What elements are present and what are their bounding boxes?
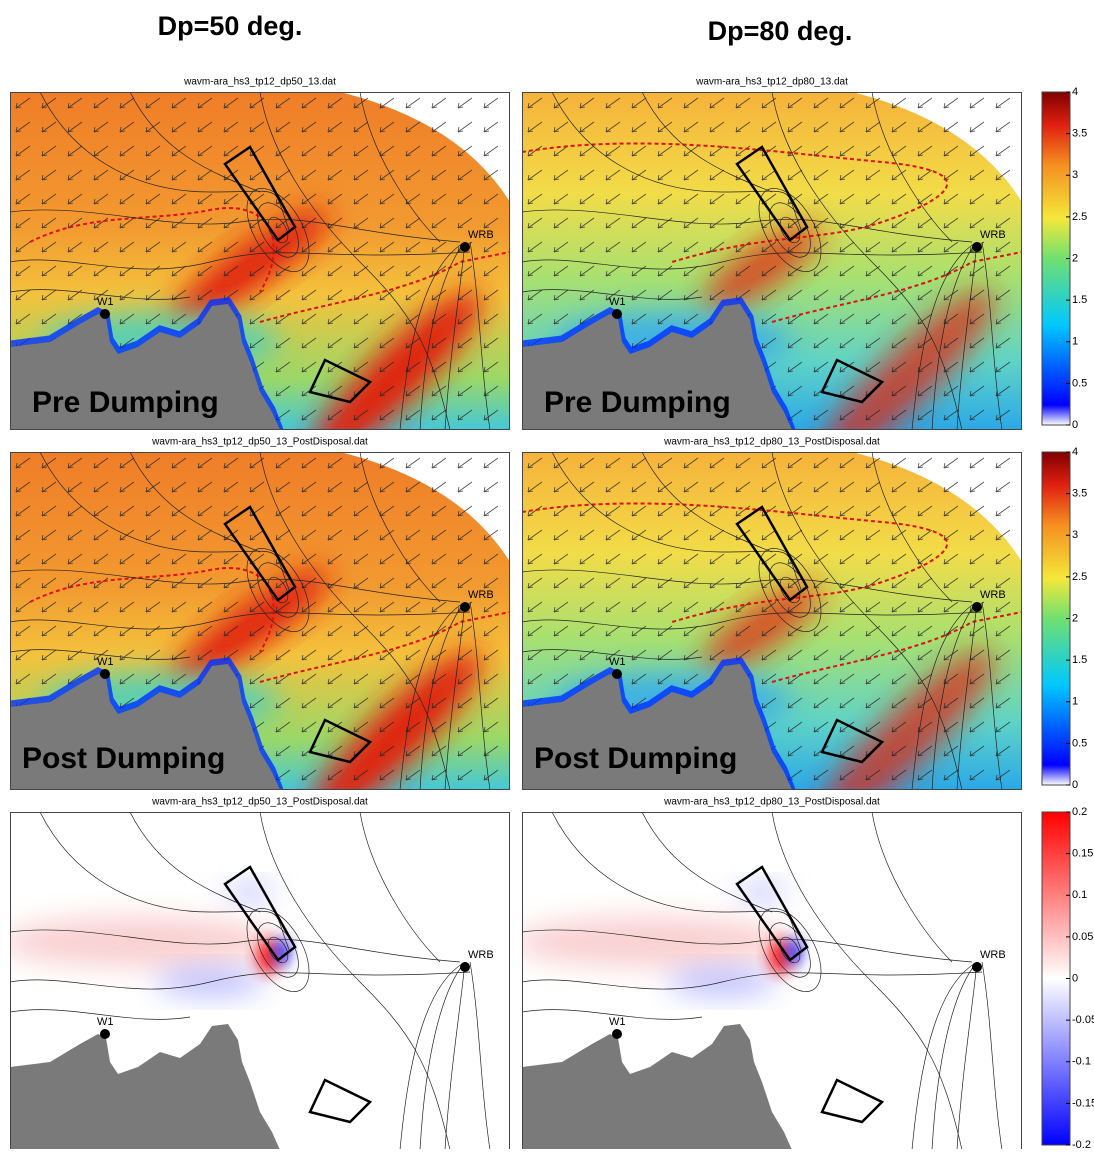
colorbar-tick-label: 4 (1072, 86, 1078, 98)
colorbar-tick-label: 3 (1072, 529, 1078, 541)
colorbar-tick-label: 0.2 (1072, 806, 1087, 818)
station-label: WRB (980, 949, 1006, 961)
colorbar-tick-label: 1 (1072, 336, 1078, 348)
colorbar-tick-label: -0.05 (1072, 1014, 1094, 1026)
colorbar-tick-label: -0.2 (1072, 1139, 1091, 1149)
colorbar-tick-label: -0.1 (1072, 1056, 1091, 1068)
colorbar-tick-label: 3.5 (1072, 488, 1087, 500)
scenario-label: Pre Dumping (544, 386, 731, 419)
map-panel: W1 WRB Pre Dumping (10, 92, 510, 482)
station-label: W1 (97, 296, 114, 308)
scenario-label: Post Dumping (22, 742, 225, 775)
station-marker (100, 1029, 110, 1039)
station-marker (612, 309, 622, 319)
station-marker (612, 669, 622, 679)
map-panel: W1 WRB (512, 812, 1022, 1149)
station-label: W1 (609, 656, 626, 668)
colorbar-tick-label: 0.15 (1072, 848, 1093, 860)
colorbar-tick-label: 0 (1072, 779, 1078, 791)
station-marker (100, 309, 110, 319)
scenario-label: Pre Dumping (32, 386, 219, 419)
station-label: WRB (468, 949, 494, 961)
station-label: W1 (97, 656, 114, 668)
colorbar-tick-label: -0.15 (1072, 1097, 1094, 1109)
map-panel: W1 WRB Pre Dumping (522, 92, 1022, 482)
station-label: WRB (980, 229, 1006, 241)
station-marker (972, 962, 982, 972)
panel-title: wavm-ara_hs3_tp12_dp50_13_PostDisposal.d… (151, 797, 368, 808)
colorbar-tick-label: 0.5 (1072, 737, 1087, 749)
panel-title: wavm-ara_hs3_tp12_dp80_13_PostDisposal.d… (663, 437, 880, 448)
figure: Dp=50 deg. Dp=80 deg. wavm-ara_hs3_tp12_… (0, 0, 1094, 1149)
colorbar-tick-label: 2 (1072, 612, 1078, 624)
colorbar-tick-label: 0 (1072, 972, 1078, 984)
station-label: WRB (980, 589, 1006, 601)
panel-title: wavm-ara_hs3_tp12_dp50_13_PostDisposal.d… (151, 437, 368, 448)
station-label: WRB (468, 589, 494, 601)
colorbar-tick-label: 1.5 (1072, 294, 1087, 306)
station-marker (972, 242, 982, 252)
map-panel: W1 WRB (0, 812, 510, 1149)
column-header: Dp=80 deg. (708, 16, 853, 46)
colorbar-tick-label: 4 (1072, 446, 1078, 458)
colorbar (1042, 812, 1070, 1145)
station-marker (100, 669, 110, 679)
colorbar-tick-label: 2 (1072, 252, 1078, 264)
panel-title: wavm-ara_hs3_tp12_dp50_13.dat (183, 77, 336, 88)
station-marker (460, 242, 470, 252)
colorbar-tick-label: 2.5 (1072, 571, 1087, 583)
station-label: WRB (468, 229, 494, 241)
panel-title: wavm-ara_hs3_tp12_dp80_13.dat (695, 77, 848, 88)
colorbar-tick-label: 0.5 (1072, 377, 1087, 389)
map-panel: W1 WRB Post Dumping (10, 452, 510, 842)
station-marker (612, 1029, 622, 1039)
station-marker (460, 602, 470, 612)
map-panel: W1 WRB Post Dumping (522, 452, 1022, 842)
station-label: W1 (609, 1016, 626, 1028)
station-label: W1 (609, 296, 626, 308)
colorbar-tick-label: 3.5 (1072, 128, 1087, 140)
colorbar-tick-label: 0.05 (1072, 931, 1093, 943)
colorbar-tick-label: 2.5 (1072, 211, 1087, 223)
scenario-label: Post Dumping (534, 742, 737, 775)
station-label: W1 (97, 1016, 114, 1028)
station-marker (972, 602, 982, 612)
colorbar-tick-label: 0.1 (1072, 889, 1087, 901)
colorbar-tick-label: 3 (1072, 169, 1078, 181)
colorbar-tick-label: 0 (1072, 419, 1078, 431)
colorbar-tick-label: 1 (1072, 696, 1078, 708)
station-marker (460, 962, 470, 972)
colorbar (1042, 452, 1070, 785)
colorbar (1042, 92, 1070, 425)
colorbar-tick-label: 1.5 (1072, 654, 1087, 666)
panel-title: wavm-ara_hs3_tp12_dp80_13_PostDisposal.d… (663, 797, 880, 808)
column-header: Dp=50 deg. (158, 11, 303, 41)
